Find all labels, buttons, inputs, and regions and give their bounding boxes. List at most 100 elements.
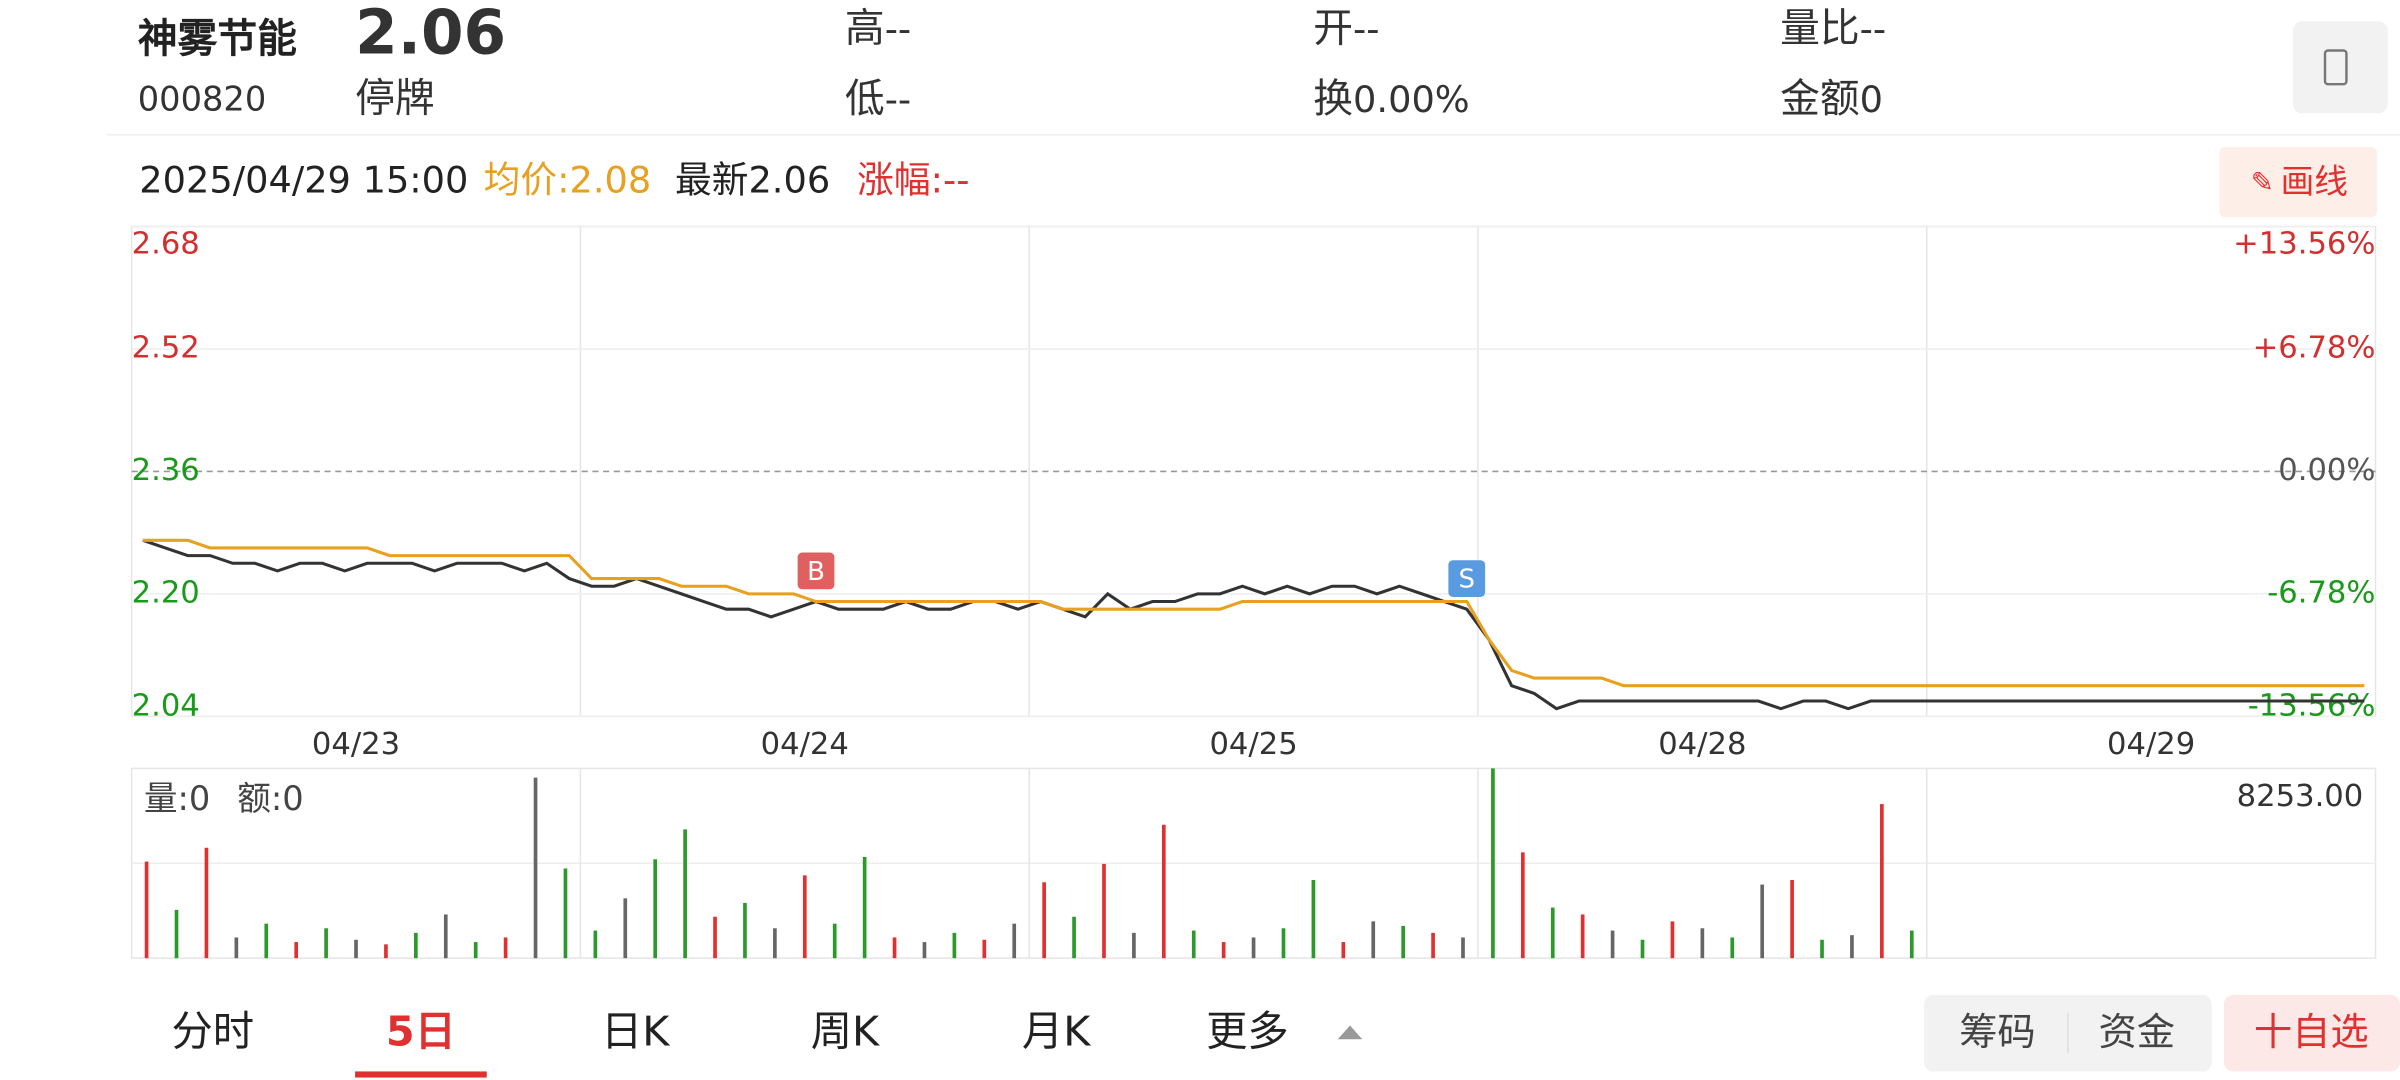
y2-tick-label: -6.78% [2267, 575, 2375, 610]
stat-label: 金额 [1780, 76, 1860, 122]
button-label: 筹码 [1959, 1010, 2036, 1055]
volume-bar [354, 939, 358, 959]
volume-bar [384, 944, 388, 959]
y2-tick-label: -13.56% [2248, 689, 2376, 724]
volume-bar [473, 942, 478, 959]
tab[interactable]: 周K [811, 1008, 880, 1056]
stat-label: 开 [1313, 5, 1353, 51]
volume-bar [1461, 937, 1465, 959]
info-change: 涨幅:-- [857, 159, 969, 202]
volume-bar [982, 939, 987, 959]
tab-underline [355, 1071, 487, 1078]
volume-bar [1401, 925, 1405, 959]
volume-bar [1251, 937, 1256, 959]
draw-button[interactable] [2219, 146, 2378, 218]
stat-value: 0 [1860, 78, 1883, 121]
y2-tick-label: +6.78% [2253, 330, 2376, 365]
volume-bar [503, 937, 508, 959]
volume-bar [1790, 879, 1794, 959]
volume-bar [832, 923, 837, 959]
volume-bar [563, 868, 568, 959]
volume-bar [1700, 928, 1705, 959]
x-tick-label: 04/23 [312, 727, 400, 762]
volume-bar [653, 859, 658, 959]
volume-bar [1191, 930, 1196, 959]
series-line [142, 538, 2365, 688]
pencil-icon: ✎ [2251, 167, 2274, 199]
device-button[interactable] [2292, 21, 2388, 114]
volume-bar [862, 856, 867, 959]
trade-marker [797, 552, 835, 590]
trade-marker [1448, 560, 1486, 597]
stat-label: 高 [845, 5, 885, 51]
volume-tick-label: 8253.00 [2237, 779, 2364, 814]
volume-bar [1341, 942, 1346, 959]
button-label: 十自选 [2254, 1010, 2369, 1055]
volume-bar [1311, 879, 1316, 959]
volume-bar [1042, 882, 1046, 959]
volume-bar [294, 942, 299, 959]
y2-tick-label: 0.00% [2278, 453, 2375, 488]
stat-label: 量比 [1780, 5, 1860, 51]
volume-bar [623, 898, 628, 959]
tab[interactable]: 月K [1022, 1008, 1091, 1056]
volume-bar [713, 916, 717, 959]
stat: 开-- [1313, 5, 1379, 51]
tab[interactable]: 更多 [1206, 1008, 1289, 1056]
stat-value: 0.00% [1353, 78, 1470, 121]
volume-bar [1909, 930, 1914, 959]
volume-bar [1012, 923, 1017, 959]
x-tick-label: 04/24 [761, 727, 849, 762]
y-tick-label: 2.68 [132, 226, 200, 261]
volume-bar [1161, 824, 1166, 959]
volume-bar [1580, 914, 1585, 959]
series-line [142, 538, 2365, 711]
stat-label: 换 [1313, 76, 1353, 122]
volume-bar [1102, 863, 1106, 959]
stock-name: 神雾节能 [138, 16, 297, 62]
volume-bar [743, 902, 747, 959]
y-tick-label: 2.36 [132, 453, 200, 488]
trade-marker-label: B [807, 557, 825, 587]
volume-bar [443, 914, 448, 959]
stock-price: 2.06 [355, 0, 506, 68]
volume-bar [1670, 921, 1675, 959]
y-tick-label: 2.20 [132, 575, 200, 610]
tab[interactable]: 日K [601, 1008, 670, 1056]
watch-button[interactable] [2223, 994, 2400, 1072]
stock-code: 000820 [138, 80, 266, 119]
volume-bar [1760, 884, 1765, 959]
volume-bar [1371, 921, 1376, 959]
y-tick-label: 2.52 [132, 330, 200, 365]
stat: 高-- [845, 5, 911, 51]
button-label: 资金 [2098, 1010, 2175, 1055]
stat-value: -- [1860, 7, 1887, 50]
trade-marker-label: S [1458, 565, 1475, 595]
tab[interactable]: 5日 [386, 1008, 456, 1056]
volume-bar [1850, 935, 1854, 959]
tab[interactable]: 分时 [171, 1008, 254, 1056]
volume-bar [593, 930, 598, 959]
stock-status: 停牌 [355, 76, 435, 122]
stat: 低-- [845, 76, 911, 122]
volume-bar [892, 937, 897, 959]
volume-bar [683, 829, 687, 959]
volume-bar [204, 847, 209, 959]
stat-value: -- [885, 7, 912, 50]
info-time: 2025/04/29 15:00 [139, 159, 468, 202]
volume-bar [1550, 907, 1555, 959]
volume-bar [1072, 916, 1076, 959]
y2-tick-label: +13.56% [2233, 226, 2375, 261]
volume-bar [324, 928, 328, 959]
volume-bar [922, 942, 927, 959]
x-tick-label: 04/28 [1658, 727, 1746, 762]
volume-bar [1431, 932, 1435, 959]
stat: 换0.00% [1313, 76, 1469, 122]
volume-bar [144, 861, 149, 959]
volume-bar [1132, 932, 1136, 959]
x-tick-label: 04/25 [1209, 727, 1297, 762]
